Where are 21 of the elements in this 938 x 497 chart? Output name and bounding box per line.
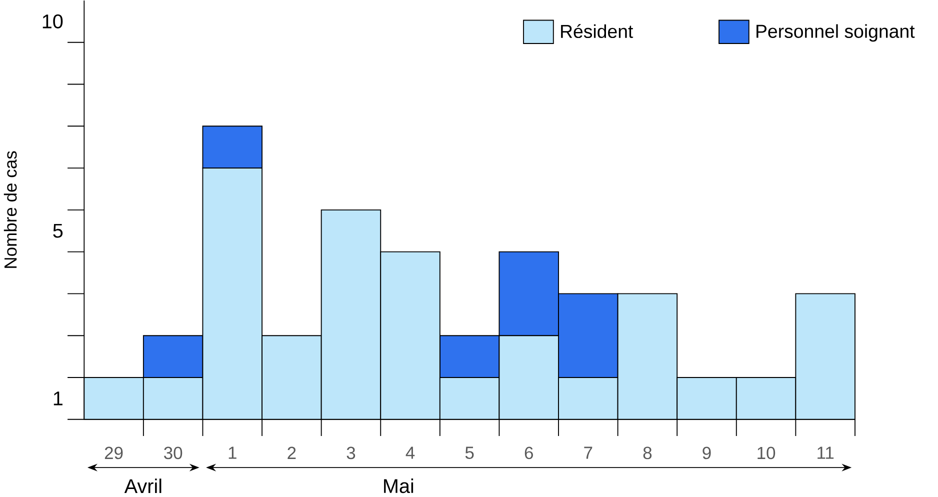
x-tick-label: 7 xyxy=(584,446,592,459)
x-tick-label: 2 xyxy=(288,446,296,459)
x-tick-label: 10 xyxy=(758,446,776,460)
x-tick-label: 11 xyxy=(818,446,834,459)
y-tick-label: 10 xyxy=(42,14,63,28)
x-tick-label: 29 xyxy=(104,446,123,460)
y-tick-label: 5 xyxy=(53,224,63,238)
x-tick-label: 6 xyxy=(524,446,533,460)
text: Mai xyxy=(384,478,414,494)
x-tick-label: 8 xyxy=(643,446,652,460)
x-tick-label: 5 xyxy=(465,446,474,459)
x-tick-label: 1 xyxy=(228,446,236,459)
y-tick-label: 1 xyxy=(54,392,62,406)
legend-label: Résident xyxy=(561,24,634,38)
x-tick-label: 3 xyxy=(346,446,356,460)
x-tick-label: 30 xyxy=(164,446,182,460)
x-tick-label: 9 xyxy=(702,446,711,460)
y-axis-title: Nombre de cas xyxy=(4,151,17,268)
text: Avril xyxy=(124,478,162,493)
legend-label: Personnel soignant xyxy=(756,24,915,42)
x-tick-label: 4 xyxy=(406,446,415,459)
